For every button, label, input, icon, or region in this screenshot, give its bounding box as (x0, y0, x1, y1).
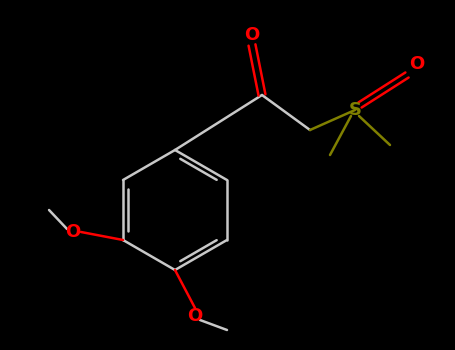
Text: S: S (349, 101, 362, 119)
Text: O: O (66, 223, 81, 241)
Text: O: O (187, 307, 202, 325)
Text: O: O (410, 55, 425, 73)
Text: O: O (244, 26, 260, 44)
